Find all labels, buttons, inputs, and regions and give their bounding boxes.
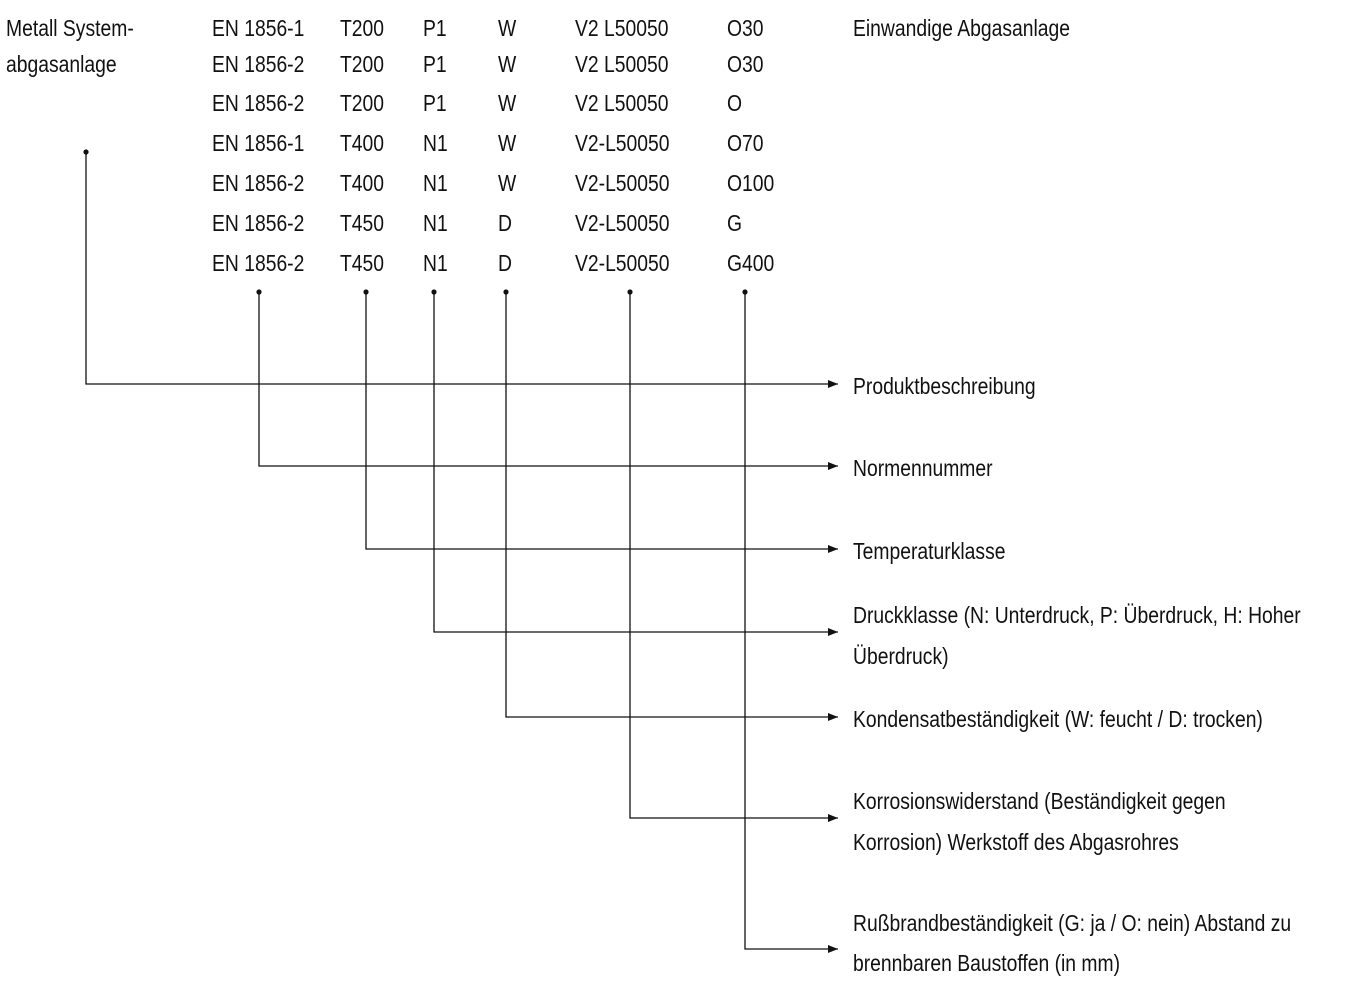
cell-temperature: T200 bbox=[340, 90, 385, 116]
dot-temperature bbox=[363, 289, 369, 295]
cell-condensate: D bbox=[498, 210, 512, 236]
label-product-description: Produktbeschreibung bbox=[853, 373, 1036, 399]
cell-pressure: N1 bbox=[423, 130, 448, 156]
cell-condensate: W bbox=[498, 51, 517, 77]
cell-pressure: N1 bbox=[423, 170, 448, 196]
label-corrosion-resistance-line1: Korrosionswiderstand (Beständigkeit gege… bbox=[853, 788, 1226, 814]
cell-corrosion: V2-L50050 bbox=[575, 130, 670, 156]
cell-condensate: W bbox=[498, 90, 517, 116]
label-soot-fire-resistance-line1: Rußbrandbeständigkeit (G: ja / O: nein) … bbox=[853, 910, 1292, 936]
connector-pressure bbox=[433, 292, 838, 636]
cell-condensate: W bbox=[498, 170, 517, 196]
label-corrosion-resistance-line2: Korrosion) Werkstoff des Abgasrohres bbox=[853, 829, 1179, 855]
cell-pressure: N1 bbox=[423, 210, 448, 236]
connector-product bbox=[85, 152, 838, 388]
cell-corrosion: V2 L50050 bbox=[575, 90, 669, 116]
cell-soot-fire: O70 bbox=[727, 130, 764, 156]
cell-temperature: T200 bbox=[340, 15, 385, 41]
cell-condensate: W bbox=[498, 15, 517, 41]
cell-standard: EN 1856-2 bbox=[212, 90, 305, 116]
cell-standard: EN 1856-1 bbox=[212, 15, 305, 41]
cell-pressure: N1 bbox=[423, 250, 448, 276]
label-pressure-class-line2: Überdruck) bbox=[853, 643, 949, 669]
label-temperature-class: Temperaturklasse bbox=[853, 538, 1006, 564]
cell-temperature: T450 bbox=[340, 250, 385, 276]
connector-standard bbox=[258, 292, 838, 470]
cell-pressure: P1 bbox=[423, 51, 447, 77]
product-name-line1: Metall System- bbox=[6, 15, 134, 41]
cell-temperature: T450 bbox=[340, 210, 385, 236]
cell-temperature: T400 bbox=[340, 170, 385, 196]
dot-pressure bbox=[431, 289, 437, 295]
cell-corrosion: V2-L50050 bbox=[575, 210, 670, 236]
label-pressure-class-line1: Druckklasse (N: Unterdruck, P: Überdruck… bbox=[853, 602, 1301, 628]
cell-soot-fire: G bbox=[727, 210, 743, 236]
cell-standard: EN 1856-1 bbox=[212, 130, 305, 156]
cell-corrosion: V2 L50050 bbox=[575, 51, 669, 77]
label-standard-number: Normennummer bbox=[853, 455, 993, 481]
dot-product bbox=[83, 149, 89, 155]
cell-soot-fire: G400 bbox=[727, 250, 775, 276]
cell-soot-fire: O30 bbox=[727, 51, 764, 77]
cell-corrosion: V2 L50050 bbox=[575, 15, 669, 41]
cell-soot-fire: O bbox=[727, 90, 743, 116]
cell-corrosion: V2-L50050 bbox=[575, 170, 670, 196]
cell-soot-fire: O30 bbox=[727, 15, 764, 41]
cell-standard: EN 1856-2 bbox=[212, 170, 305, 196]
cell-temperature: T400 bbox=[340, 130, 385, 156]
cell-condensate: D bbox=[498, 250, 512, 276]
cell-pressure: P1 bbox=[423, 15, 447, 41]
dot-corrosion bbox=[627, 289, 633, 295]
label-soot-fire-resistance-line2: brennbaren Baustoffen (in mm) bbox=[853, 950, 1121, 976]
cell-corrosion: V2-L50050 bbox=[575, 250, 670, 276]
cell-temperature: T200 bbox=[340, 51, 385, 77]
connector-soot-fire bbox=[744, 292, 838, 953]
dot-condensate bbox=[503, 289, 509, 295]
cell-soot-fire: O100 bbox=[727, 170, 775, 196]
cell-standard: EN 1856-2 bbox=[212, 51, 305, 77]
connector-condensate bbox=[505, 292, 838, 721]
dot-soot-fire bbox=[742, 289, 748, 295]
dot-standard bbox=[256, 289, 262, 295]
connector-temperature bbox=[365, 292, 838, 553]
cell-standard: EN 1856-2 bbox=[212, 250, 305, 276]
label-condensate-resistance: Kondensatbeständigkeit (W: feucht / D: t… bbox=[853, 706, 1263, 732]
cell-standard: EN 1856-2 bbox=[212, 210, 305, 236]
description-note: Einwandige Abgasanlage bbox=[853, 15, 1070, 41]
connector-corrosion bbox=[629, 292, 838, 822]
cell-pressure: P1 bbox=[423, 90, 447, 116]
product-name-line2: abgasanlage bbox=[6, 51, 117, 77]
cell-condensate: W bbox=[498, 130, 517, 156]
